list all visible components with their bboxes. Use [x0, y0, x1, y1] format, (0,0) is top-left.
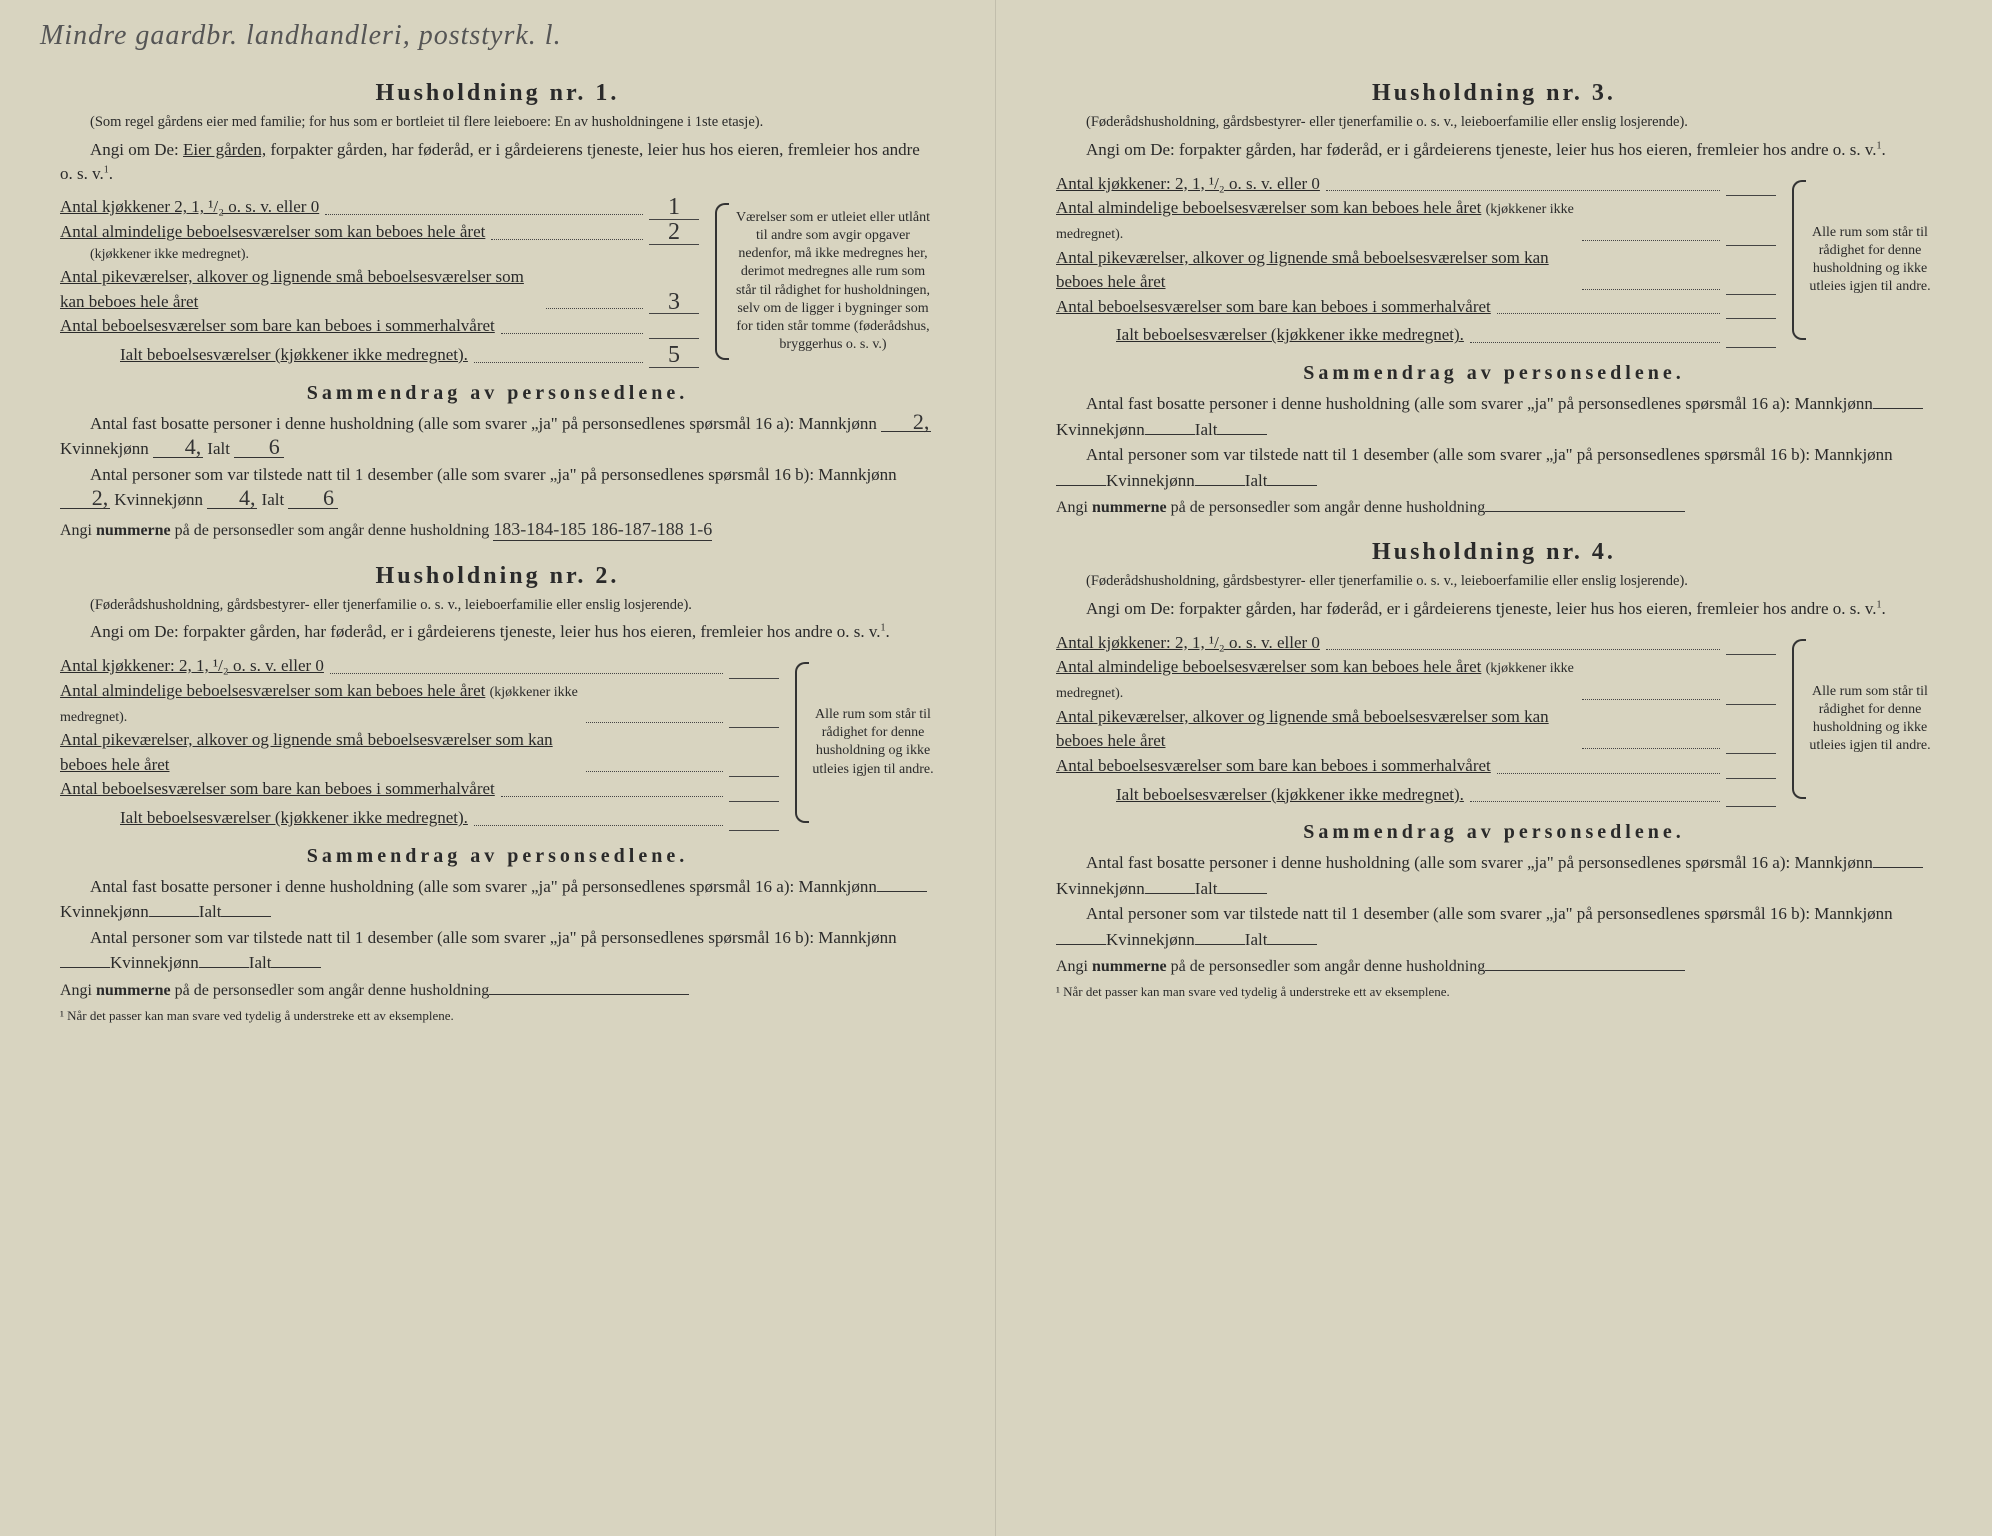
ialt-line: Ialt beboelsesværelser (kjøkkener ikke m… — [60, 343, 699, 368]
left-page: Mindre gaardbr. landhandleri, poststyrk.… — [0, 0, 996, 1536]
right-page: Husholdning nr. 3. (Føderådshusholdning,… — [996, 0, 1992, 1536]
household-1-brace-note: Værelser som er utleiet eller utlånt til… — [715, 195, 935, 367]
household-1-angi: Angi om De: Eier gården, forpakter gårde… — [60, 138, 935, 186]
rooms-r3: Antal pikeværelser, alkover og lignende … — [60, 265, 699, 314]
sum-a-k: 4, — [153, 437, 203, 458]
household-1-rooms: Antal kjøkkener 2, 1, ¹/₂ o. s. v. eller… — [60, 195, 935, 367]
r2-value: 2 — [649, 222, 699, 245]
footnote-right: ¹ Når det passer kan man svare ved tydel… — [1056, 984, 1932, 1000]
r2-label: Antal almindelige beboelsesværelser som … — [60, 222, 485, 241]
household-3-rooms: Antal kjøkkener: 2, 1, ¹/₂ o. s. v. elle… — [1056, 172, 1932, 348]
household-2-title: Husholdning nr. 2. — [60, 563, 935, 590]
angi-owner-underlined: Eier gården, — [183, 140, 266, 159]
footnote-left: ¹ Når det passer kan man svare ved tydel… — [60, 1008, 935, 1024]
rooms-r2: Antal almindelige beboelsesværelser som … — [60, 220, 699, 245]
household-3-brace-note: Alle rum som står til rådighet for denne… — [1792, 172, 1932, 348]
nummer-value: 183-184-185 186-187-188 1-6 — [493, 519, 712, 541]
rooms-r4: Antal beboelsesværelser som bare kan beb… — [60, 314, 699, 339]
sum-a-m: 2, — [881, 412, 931, 433]
sum-b-k: 4, — [207, 488, 257, 509]
sum-a-i: 6 — [234, 437, 284, 458]
household-4: Husholdning nr. 4. (Føderådshusholdning,… — [1056, 539, 1932, 1000]
household-1-subtitle: (Som regel gårdens eier med familie; for… — [60, 113, 935, 132]
household-4-angi: Angi om De: forpakter gården, har føderå… — [1056, 597, 1932, 621]
angi-prefix: Angi om De: — [90, 140, 183, 159]
household-4-summary-title: Sammendrag av personsedlene. — [1056, 821, 1932, 844]
household-2-subtitle: (Føderådshusholdning, gårdsbestyrer- ell… — [60, 596, 935, 615]
kitchen-value: 1 — [649, 197, 699, 220]
r4-label: Antal beboelsesværelser som bare kan beb… — [60, 316, 495, 335]
household-3-angi: Angi om De: forpakter gården, har føderå… — [1056, 138, 1932, 162]
household-1-nummer: Angi nummerne på de personsedler som ang… — [60, 519, 935, 541]
household-2-rooms: Antal kjøkkener: 2, 1, ¹/₂ o. s. v. elle… — [60, 654, 935, 830]
handwritten-annotation: Mindre gaardbr. landhandleri, poststyrk.… — [40, 20, 562, 52]
r3-label: Antal pikeværelser, alkover og lignende … — [60, 267, 524, 311]
household-3-subtitle: (Føderådshusholdning, gårdsbestyrer- ell… — [1056, 113, 1932, 132]
household-1-sum-b: Antal personer som var tilstede natt til… — [60, 462, 935, 513]
household-1-sum-a: Antal fast bosatte personer i denne hush… — [60, 411, 935, 462]
ialt-label: Ialt beboelsesværelser (kjøkkener ikke m… — [120, 343, 468, 368]
household-1-title: Husholdning nr. 1. — [60, 80, 935, 107]
household-2-brace-note: Alle rum som står til rådighet for denne… — [795, 654, 935, 830]
r4-value — [649, 338, 699, 339]
household-3-title: Husholdning nr. 3. — [1056, 80, 1932, 107]
r3-value: 3 — [649, 292, 699, 315]
sum-b-i: 6 — [288, 488, 338, 509]
household-3-summary-title: Sammendrag av personsedlene. — [1056, 362, 1932, 385]
sum-b-m: 2, — [60, 488, 110, 509]
household-2: Husholdning nr. 2. (Føderådshusholdning,… — [60, 563, 935, 1024]
kitchen-line: Antal kjøkkener 2, 1, ¹/₂ o. s. v. eller… — [60, 195, 699, 220]
ialt-value: 5 — [649, 345, 699, 368]
household-2-summary-title: Sammendrag av personsedlene. — [60, 845, 935, 868]
household-4-rooms: Antal kjøkkener: 2, 1, ¹/₂ o. s. v. elle… — [1056, 631, 1932, 807]
household-4-brace-note: Alle rum som står til rådighet for denne… — [1792, 631, 1932, 807]
household-4-title: Husholdning nr. 4. — [1056, 539, 1932, 566]
footnote-ref: 1 — [104, 164, 109, 175]
r2-sub: (kjøkkener ikke medregnet). — [60, 245, 699, 265]
household-1-summary-title: Sammendrag av personsedlene. — [60, 382, 935, 405]
household-2-angi: Angi om De: forpakter gården, har føderå… — [60, 620, 935, 644]
household-3: Husholdning nr. 3. (Føderådshusholdning,… — [1056, 80, 1932, 517]
household-4-subtitle: (Føderådshusholdning, gårdsbestyrer- ell… — [1056, 572, 1932, 591]
household-1: Husholdning nr. 1. (Som regel gårdens ei… — [60, 80, 935, 541]
kitchen-label: Antal kjøkkener 2, 1, ¹/₂ o. s. v. eller… — [60, 195, 319, 220]
